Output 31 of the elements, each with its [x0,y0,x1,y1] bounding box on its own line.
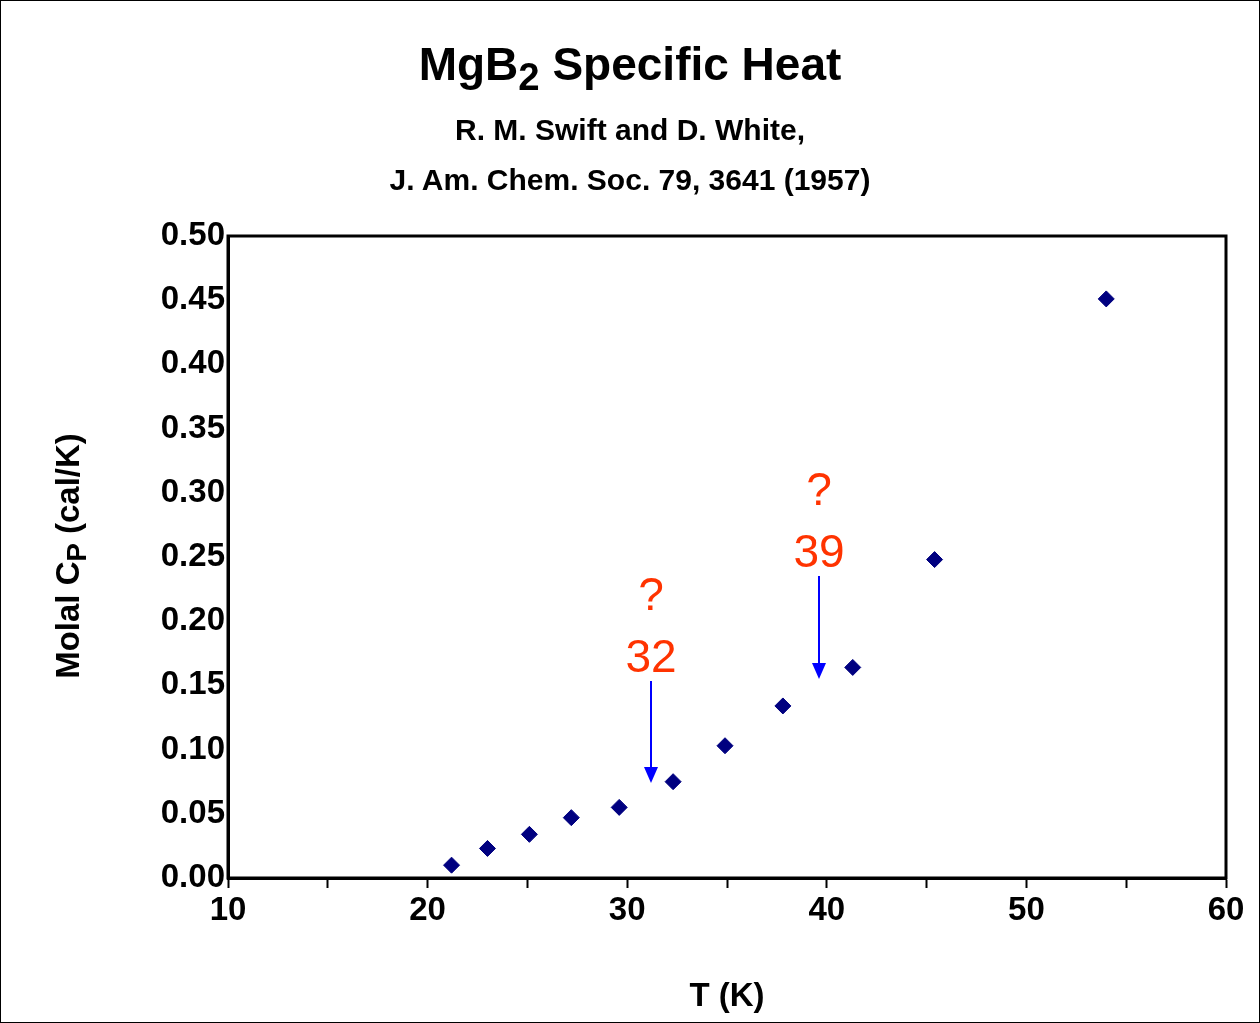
point [610,798,628,816]
point [1097,290,1115,308]
x-tick-label: 30 [608,889,646,927]
y-tick-label: 0.35 [160,407,225,445]
chart-title: MgB$_{2}$ Specific Heat [417,37,843,100]
y-tick-label: 0.20 [160,600,225,638]
x-tick-label: 50 [1008,889,1045,927]
point [926,551,944,569]
y-tick-label: 0.50 [160,215,225,253]
y-tick-label: 0.45 [160,279,225,317]
chart-subtitle: R. M. Swift and D. White, J. Am. Chem. Soc. 79, 3641 (1957) [388,112,872,199]
point [478,839,496,857]
y-tick-label: 0.40 [160,343,225,381]
point [562,809,580,827]
y-tick-label: 0.05 [160,792,225,830]
x-tick-label: 60 [1207,889,1245,927]
annotation: ? 32 [625,567,677,684]
y-tick-label: 0.25 [160,536,225,574]
point [844,658,862,676]
point [443,856,461,874]
point [716,737,734,755]
y-tick-label: 0.15 [160,664,225,702]
point [520,825,538,843]
x-axis-title: T (K) [689,976,765,1014]
y-tick-label: 0.10 [160,728,225,766]
point [774,697,792,715]
annotation: ? 39 [793,462,845,579]
point [664,773,682,791]
x-tick-label: 20 [409,889,446,927]
x-tick-label: 40 [808,889,846,927]
y-tick-label: 0.30 [160,471,225,509]
